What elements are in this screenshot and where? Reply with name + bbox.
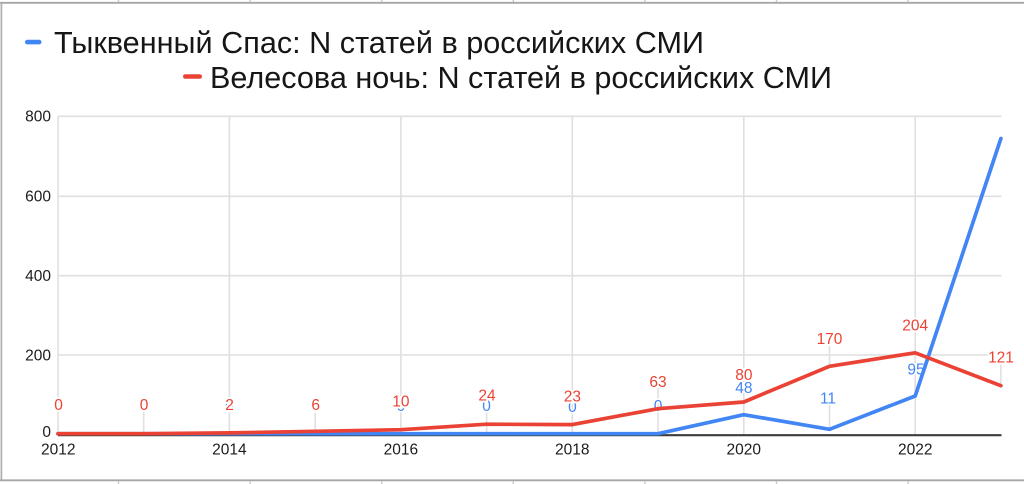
svg-text:2012: 2012: [41, 442, 75, 459]
svg-text:0: 0: [42, 424, 51, 441]
svg-text:2016: 2016: [384, 442, 418, 459]
svg-text:2018: 2018: [555, 442, 589, 459]
svg-text:Тыквенный Спас: N статей в рос: Тыквенный Спас: N статей в российских СМ…: [54, 26, 704, 60]
svg-text:200: 200: [25, 347, 51, 364]
svg-text:204: 204: [902, 318, 928, 335]
svg-text:48: 48: [735, 380, 752, 397]
svg-text:10: 10: [392, 394, 410, 411]
svg-text:0: 0: [140, 397, 149, 414]
svg-text:0: 0: [482, 398, 491, 415]
svg-text:6: 6: [311, 397, 320, 414]
svg-text:0: 0: [654, 398, 663, 415]
svg-text:800: 800: [25, 109, 51, 126]
svg-text:63: 63: [649, 374, 666, 391]
svg-text:Велесова ночь: N статей в росс: Велесова ночь: N статей в российских СМИ: [210, 61, 832, 95]
svg-text:80: 80: [735, 367, 753, 384]
svg-text:2014: 2014: [212, 442, 247, 459]
svg-text:0: 0: [568, 399, 577, 416]
svg-text:23: 23: [564, 389, 581, 406]
svg-text:0: 0: [225, 398, 234, 415]
svg-text:170: 170: [817, 331, 843, 348]
svg-text:600: 600: [25, 189, 51, 206]
svg-text:400: 400: [25, 268, 51, 285]
svg-text:2020: 2020: [727, 442, 762, 459]
svg-text:0: 0: [311, 398, 320, 415]
svg-text:2022: 2022: [898, 442, 932, 459]
svg-text:0: 0: [397, 398, 406, 415]
svg-text:121: 121: [988, 349, 1014, 366]
svg-text:0: 0: [54, 397, 63, 414]
svg-text:24: 24: [478, 388, 496, 405]
svg-text:95: 95: [907, 361, 924, 378]
svg-text:0: 0: [139, 398, 148, 415]
svg-text:2: 2: [225, 397, 234, 414]
svg-text:11: 11: [820, 391, 836, 408]
